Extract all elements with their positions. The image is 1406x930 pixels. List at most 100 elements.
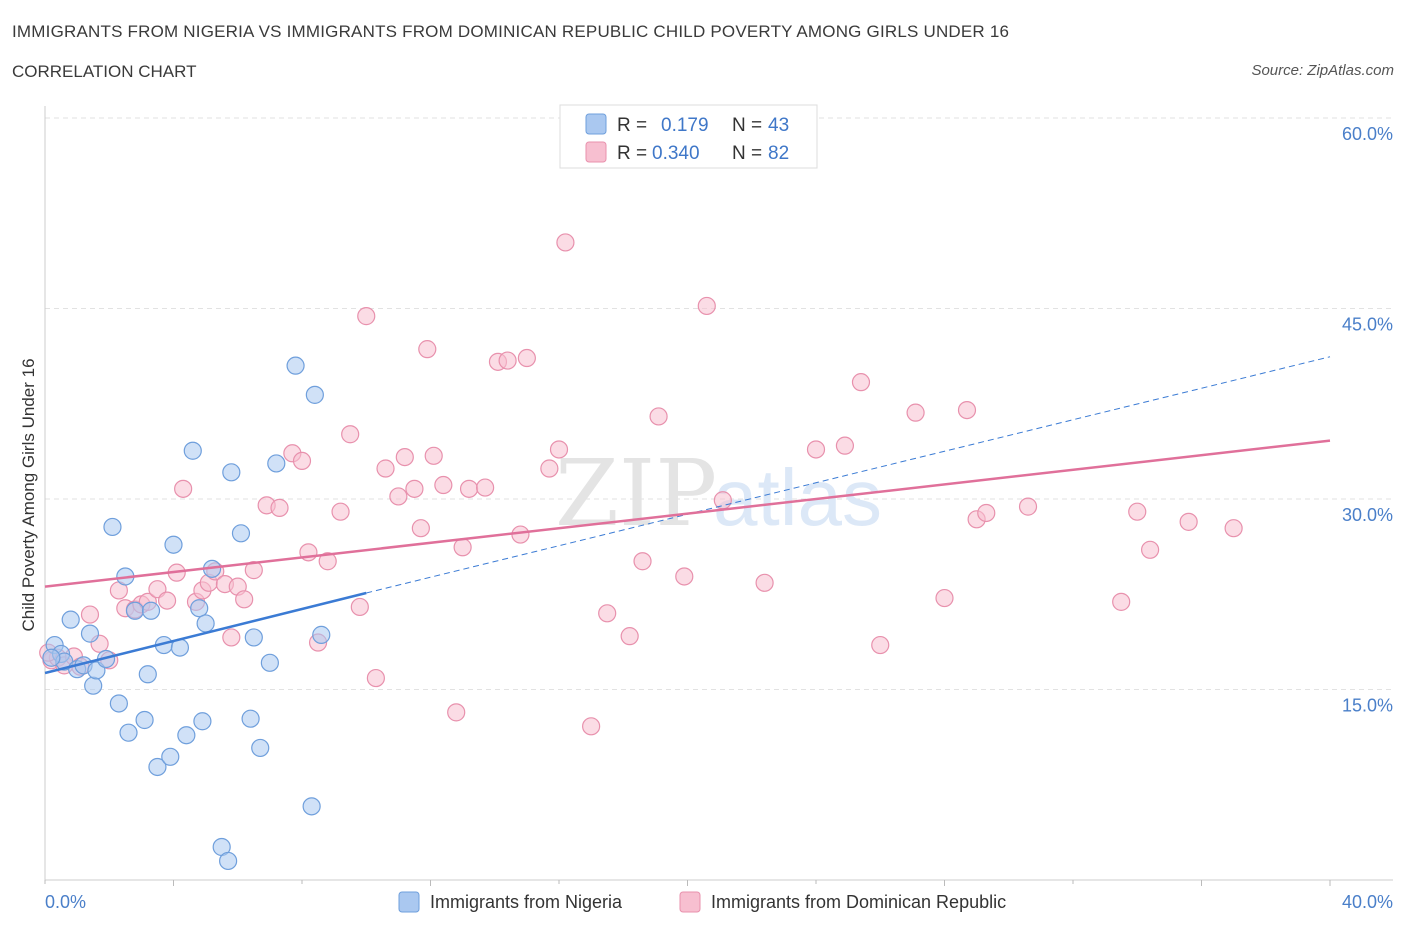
dominican-point-66 <box>806 440 826 459</box>
dominican-point-51 <box>498 351 517 370</box>
dominican-point-22 <box>222 628 241 647</box>
dominican-point-42 <box>411 519 430 538</box>
dominican-point-60 <box>633 552 652 571</box>
dominican-point-68 <box>851 373 871 392</box>
nigeria-point-32 <box>231 524 251 543</box>
legend-r-label-dominican: R = <box>617 143 647 164</box>
dominican-point-29 <box>292 451 312 470</box>
y-tick-label: 15.0% <box>1342 696 1393 716</box>
nigeria-point-30 <box>219 851 238 871</box>
dominican-point-24 <box>235 590 254 609</box>
dominican-point-27 <box>270 498 289 517</box>
dominican-point-57 <box>582 717 601 736</box>
watermark-atlas: atlas <box>713 453 882 542</box>
y-tick-labels: 15.0% 30.0% 45.0% 60.0% <box>1342 124 1393 716</box>
dominican-point-52 <box>511 525 530 544</box>
nigeria-point-26 <box>193 712 212 731</box>
dominican-point-72 <box>957 401 977 420</box>
series-nigeria-points <box>42 356 331 871</box>
nigeria-point-24 <box>183 441 202 460</box>
legend-box: R = 0.179 N = 43 R = 0.340 N = 82 <box>559 104 818 169</box>
dominican-point-45 <box>434 475 453 495</box>
dominican-point-80 <box>1224 519 1243 538</box>
dominican-point-44 <box>424 446 443 465</box>
dominican-point-65 <box>755 573 774 592</box>
nigeria-point-11 <box>109 694 128 713</box>
dominican-point-25 <box>244 561 263 580</box>
watermark-zip: ZIP <box>555 440 717 547</box>
dominican-point-62 <box>675 567 694 586</box>
x-tick-labels: 0.0% 40.0% <box>45 892 1393 912</box>
nigeria-point-21 <box>164 535 183 554</box>
legend-r-value-dominican: 0.340 <box>652 143 700 164</box>
nigeria-point-39 <box>302 797 321 816</box>
dominican-point-63 <box>697 296 716 316</box>
dominican-point-56 <box>549 440 569 459</box>
nigeria-point-3 <box>61 610 80 629</box>
dominican-point-39 <box>389 487 408 506</box>
axes <box>44 106 1393 886</box>
dominican-point-53 <box>517 348 536 368</box>
dominican-point-76 <box>1112 592 1131 611</box>
dominican-point-48 <box>459 479 479 498</box>
dominican-point-55 <box>556 233 575 252</box>
nigeria-point-14 <box>125 601 145 620</box>
dominican-point-14 <box>157 591 177 610</box>
dominican-point-67 <box>835 436 855 455</box>
bottom-legend: Immigrants from Nigeria Immigrants from … <box>398 891 1006 913</box>
bottom-legend-label-dominican: Immigrants from Dominican Republic <box>711 892 1006 912</box>
legend-swatch-nigeria <box>585 113 607 135</box>
nigeria-point-34 <box>244 628 263 647</box>
legend-n-label-dominican: N = <box>732 143 762 164</box>
nigeria-point-42 <box>42 648 61 667</box>
dominican-point-70 <box>906 403 925 422</box>
dominican-point-61 <box>649 407 668 426</box>
dominican-point-35 <box>350 597 369 617</box>
x-tick-max: 40.0% <box>1342 892 1393 912</box>
legend-r-label-nigeria: R = <box>617 115 647 136</box>
dominican-point-40 <box>395 447 414 467</box>
dominican-point-16 <box>174 479 193 498</box>
bottom-legend-label-nigeria: Immigrants from Nigeria <box>430 892 623 912</box>
dominican-point-78 <box>1140 540 1160 559</box>
nigeria-point-27 <box>196 614 215 633</box>
dominican-point-5 <box>80 605 100 624</box>
dominican-point-58 <box>598 604 617 623</box>
legend-swatch-dominican <box>585 141 607 163</box>
nigeria-trend-extension <box>366 356 1331 594</box>
y-axis-title: Child Poverty Among Girls Under 16 <box>19 358 38 631</box>
nigeria-point-15 <box>135 710 154 730</box>
dominican-point-74 <box>977 503 996 523</box>
legend-n-value-dominican: 82 <box>768 143 789 164</box>
legend-n-value-nigeria: 43 <box>768 115 789 136</box>
dominican-point-37 <box>366 668 385 688</box>
nigeria-point-37 <box>267 454 286 473</box>
chart-subtitle: CORRELATION CHART <box>12 62 197 81</box>
dominican-point-36 <box>357 307 376 326</box>
nigeria-point-17 <box>141 601 161 620</box>
nigeria-point-36 <box>260 653 279 672</box>
nigeria-point-41 <box>312 625 331 644</box>
nigeria-point-38 <box>286 356 305 375</box>
dominican-point-69 <box>871 635 890 655</box>
nigeria-point-25 <box>190 599 209 618</box>
nigeria-point-23 <box>177 726 196 745</box>
x-tick-min: 0.0% <box>45 892 86 912</box>
nigeria-point-35 <box>251 738 270 758</box>
dominican-point-33 <box>331 502 350 521</box>
nigeria-point-6 <box>80 624 100 643</box>
legend-r-value-nigeria: 0.179 <box>661 115 709 136</box>
nigeria-point-40 <box>305 385 324 404</box>
bottom-legend-swatch-nigeria <box>398 891 420 913</box>
dominican-point-75 <box>1018 497 1038 516</box>
trend-lines <box>44 356 1331 675</box>
dominican-trend-line <box>44 439 1331 588</box>
dominican-point-64 <box>713 491 732 510</box>
y-tick-label: 60.0% <box>1342 124 1393 144</box>
nigeria-trend-line <box>44 591 367 675</box>
dominican-point-46 <box>447 703 466 722</box>
series-dominican-points <box>39 233 1243 736</box>
nigeria-point-10 <box>103 517 122 537</box>
dominican-point-59 <box>620 627 639 646</box>
